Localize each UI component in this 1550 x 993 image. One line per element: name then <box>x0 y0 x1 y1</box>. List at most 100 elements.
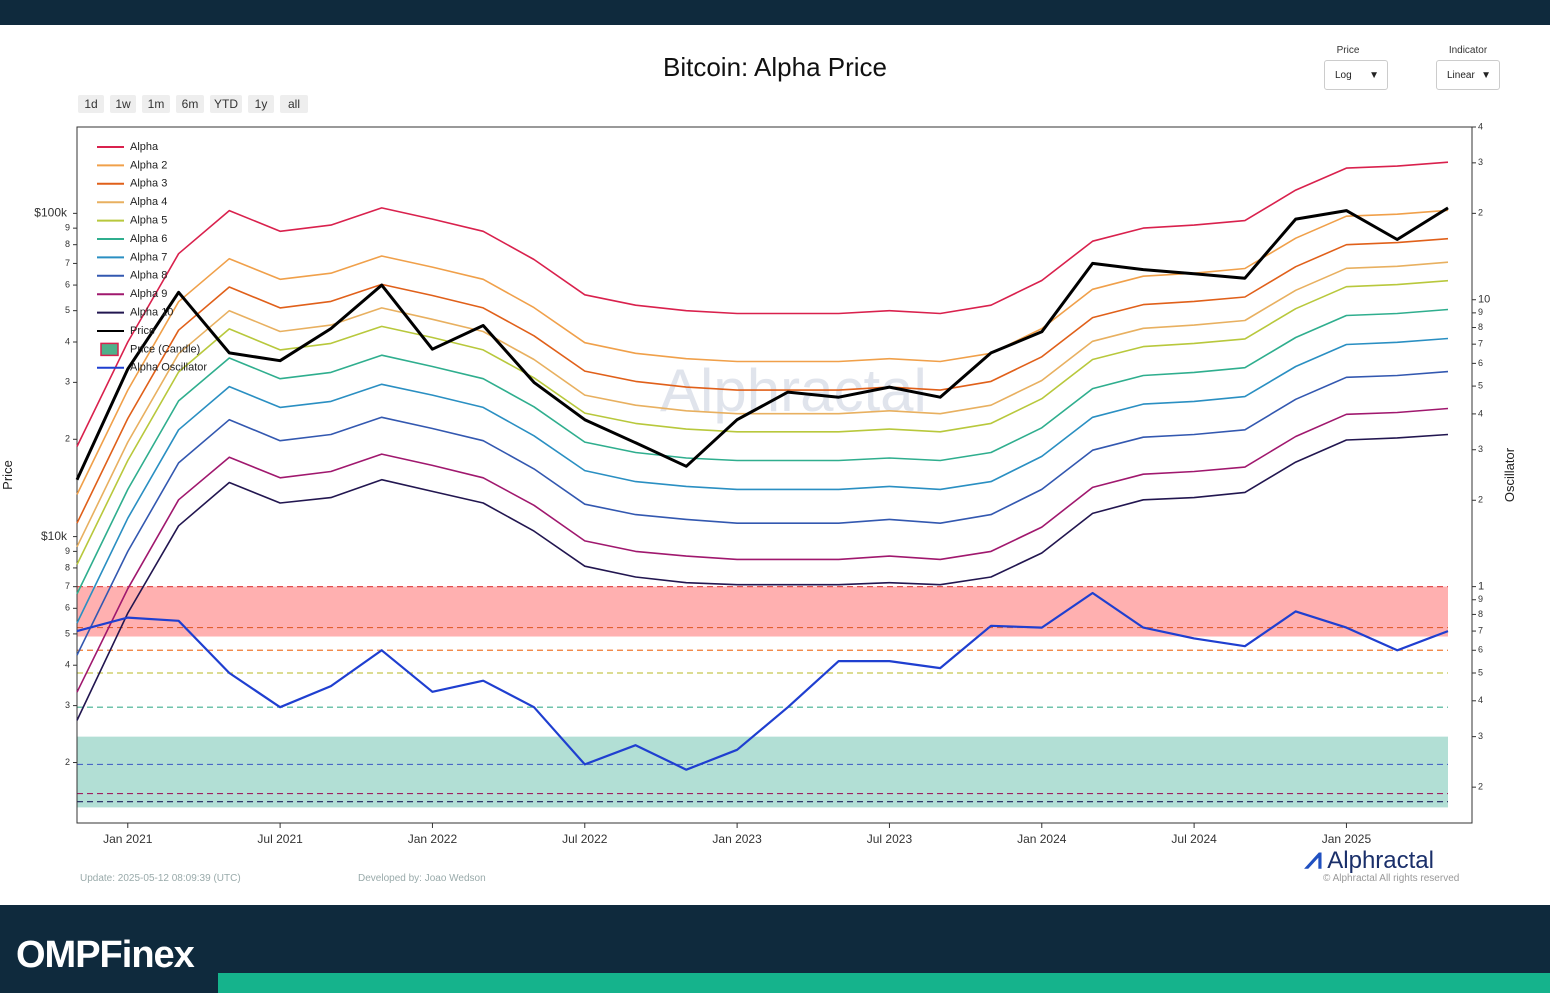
series-line <box>76 433 1449 721</box>
y-tick-label: 4 <box>65 660 70 670</box>
dropdown[interactable]: Linear ▼ <box>1436 60 1500 90</box>
series-line <box>76 407 1449 693</box>
series-line <box>75 206 1449 481</box>
developer: Developed by: Joao Wedson <box>358 873 486 884</box>
range-button[interactable]: 1d <box>78 95 104 113</box>
y-tick-label: 6 <box>65 279 70 289</box>
oscillator-zone <box>77 586 1448 637</box>
y-axis-label: Price <box>0 460 15 490</box>
y2-tick-label: 7 <box>1478 625 1483 635</box>
y2-tick-label: 4 <box>1478 695 1483 705</box>
y2-tick-label: 8 <box>1478 609 1483 619</box>
y-tick-label: 8 <box>65 239 70 249</box>
y2-tick-label: 5 <box>1478 667 1483 677</box>
y2-tick-label: 1 <box>1478 581 1484 593</box>
series-line <box>76 279 1449 565</box>
y2-tick-label: 3 <box>1478 157 1483 167</box>
y2-tick-label: 2 <box>1478 782 1483 792</box>
y-tick-label: 6 <box>65 603 70 613</box>
legend-label: Price <box>130 325 155 337</box>
legend-label: Alpha 5 <box>130 215 167 227</box>
series-line <box>76 261 1449 548</box>
legend-label: Price (Candle) <box>130 343 200 355</box>
update-time: Update: 2025-05-12 08:09:39 (UTC) <box>80 873 241 884</box>
y-tick-label: 4 <box>65 336 70 346</box>
y-tick-label: 3 <box>65 700 70 710</box>
legend-label: Alpha 4 <box>130 196 167 208</box>
y-tick-label: 7 <box>65 258 70 268</box>
legend-label: Alpha 9 <box>130 288 167 300</box>
legend-label: Alpha <box>130 141 159 153</box>
y-tick-label: 5 <box>65 305 70 315</box>
x-tick-label: Jul 2021 <box>257 832 303 846</box>
y2-tick-label: 4 <box>1478 121 1483 131</box>
y2-tick-label: 7 <box>1478 339 1483 349</box>
y-tick-label: $10k <box>41 529 68 543</box>
y-tick-label: 3 <box>65 377 70 387</box>
plot-frame <box>76 126 1473 824</box>
oscillator-zone <box>77 736 1448 808</box>
range-button[interactable]: 1m <box>142 95 170 113</box>
x-tick-label: Jul 2022 <box>562 832 608 846</box>
y-tick-label: 2 <box>65 757 70 767</box>
series-line <box>76 308 1449 595</box>
x-tick-label: Jan 2022 <box>408 832 458 846</box>
x-tick-label: Jul 2024 <box>1171 832 1217 846</box>
dropdown-label: Indicator <box>1448 45 1488 56</box>
legend-label: Alpha 2 <box>130 159 167 171</box>
brand: OMPFinex <box>16 934 195 976</box>
chart: Alphractal23456789$10k23456789$100k23456… <box>0 121 1517 846</box>
legend-label: Alpha 6 <box>130 233 167 245</box>
series-line <box>76 209 1449 495</box>
y-tick-label: 7 <box>65 581 70 591</box>
dropdown[interactable]: Log ▼ <box>1324 60 1388 90</box>
x-tick-label: Jul 2023 <box>867 832 913 846</box>
y-tick-label: 2 <box>65 434 70 444</box>
logo: ⩘ Alphractal <box>1305 842 1434 875</box>
y2-axis-label: Oscillator <box>1502 447 1517 502</box>
legend-swatch <box>100 342 119 357</box>
top-bar <box>0 0 1550 25</box>
y2-tick-label: 2 <box>1478 495 1483 505</box>
series-line <box>76 370 1449 656</box>
x-tick-label: Jan 2021 <box>103 832 153 846</box>
series-line <box>76 337 1449 624</box>
y2-tick-label: 9 <box>1478 594 1483 604</box>
range-button[interactable]: 1w <box>110 95 136 113</box>
series-line <box>76 161 1449 447</box>
y2-tick-label: 9 <box>1478 307 1483 317</box>
range-button[interactable]: all <box>280 95 308 113</box>
dropdown-value: Linear <box>1447 70 1475 81</box>
y-tick-label: 5 <box>65 628 70 638</box>
x-tick-label: Jan 2023 <box>712 832 762 846</box>
legend-label: Alpha Oscillator <box>130 362 207 374</box>
y2-tick-label: 4 <box>1478 408 1483 418</box>
x-tick-label: Jan 2025 <box>1322 832 1372 846</box>
range-button[interactable]: 6m <box>176 95 204 113</box>
series-line <box>76 591 1449 771</box>
legend-label: Alpha 3 <box>130 178 167 190</box>
y-tick-label: 9 <box>65 546 70 556</box>
series-line <box>76 237 1449 524</box>
y2-tick-label: 5 <box>1478 380 1483 390</box>
y2-tick-label: 6 <box>1478 645 1483 655</box>
y2-tick-label: 3 <box>1478 444 1483 454</box>
y-tick-label: $100k <box>34 206 68 220</box>
brand-bar <box>218 973 1550 993</box>
y2-tick-label: 8 <box>1478 322 1483 332</box>
y2-tick-label: 3 <box>1478 731 1483 741</box>
y-tick-label: 8 <box>65 562 70 572</box>
copyright: © Alphractal All rights reserved <box>1323 873 1460 884</box>
chart-title: Bitcoin: Alpha Price <box>662 52 887 82</box>
range-button[interactable]: 1y <box>248 95 274 113</box>
y2-tick-label: 10 <box>1478 294 1490 306</box>
range-button[interactable]: YTD <box>210 95 242 113</box>
dropdown-value: Log <box>1335 70 1352 81</box>
legend-label: Alpha 7 <box>130 251 167 263</box>
legend-label: Alpha 10 <box>130 307 173 319</box>
logo-text: Alphractal <box>1327 847 1434 874</box>
x-tick-label: Jan 2024 <box>1017 832 1067 846</box>
dropdown-label: Price <box>1336 45 1360 56</box>
y2-tick-label: 2 <box>1478 208 1483 218</box>
